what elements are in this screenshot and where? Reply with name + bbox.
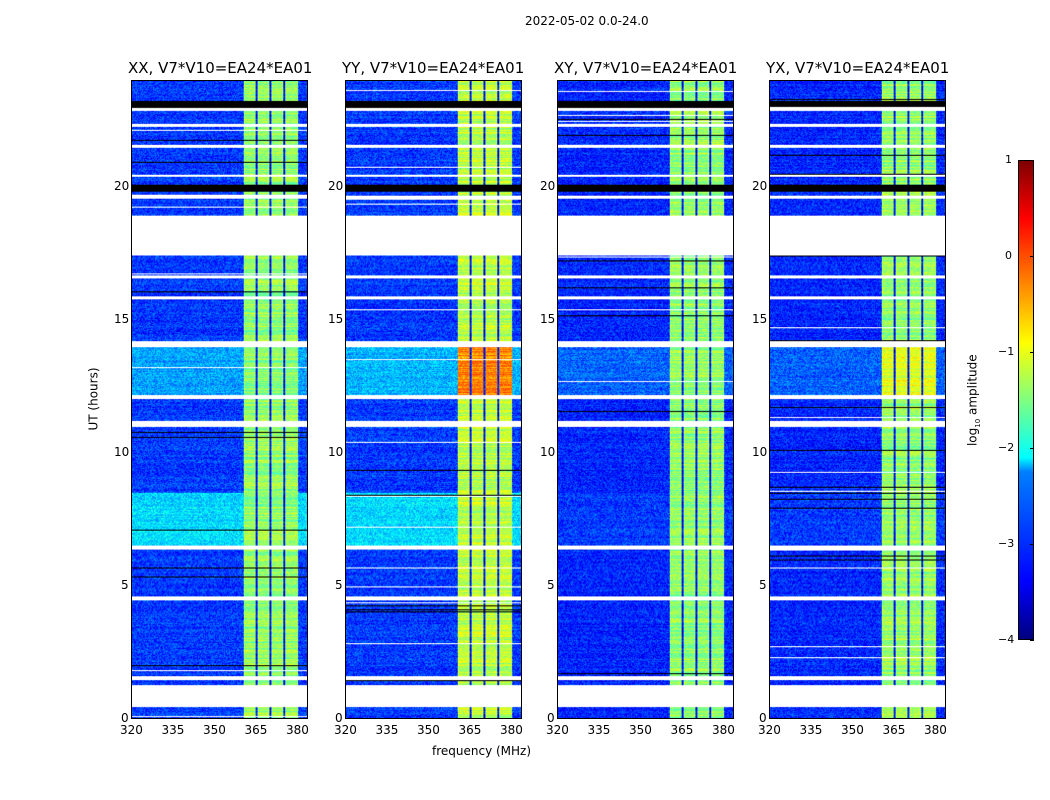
x-tick-label: 335 [587, 723, 611, 737]
colorbar-tick [1030, 448, 1034, 449]
x-tick-label: 365 [882, 723, 906, 737]
x-tick-label: 380 [923, 723, 947, 737]
x-tick-label: 350 [840, 723, 864, 737]
y-tick-label: 15 [114, 311, 130, 326]
x-axis-label: frequency (MHz) [432, 744, 532, 758]
x-tick-label: 335 [161, 723, 185, 737]
x-tick-label: 350 [202, 723, 226, 737]
y-tick-label: 10 [752, 444, 768, 459]
colorbar-tick-label: −4 [998, 633, 1015, 646]
waterfall-panel-yy [345, 80, 522, 719]
y-tick-label: 0 [335, 711, 343, 725]
waterfall-panel-xy [557, 80, 734, 719]
colorbar-tick-label: 0 [1005, 249, 1012, 262]
y-tick-label: 10 [114, 444, 130, 459]
colorbar-tick-label: −3 [998, 537, 1015, 550]
panel-title: XX, V7*V10=EA24*EA01 [128, 59, 313, 77]
y-tick-label: 10 [328, 444, 344, 459]
x-tick-label: 320 [758, 723, 781, 737]
x-tick-label: 380 [285, 723, 309, 737]
y-tick-label: 0 [547, 711, 555, 725]
x-tick-label: 320 [334, 723, 357, 737]
y-tick-label: 20 [328, 178, 344, 193]
heatmap-canvas [770, 81, 945, 718]
colorbar-tick [1030, 544, 1034, 545]
y-tick-label: 0 [121, 711, 129, 725]
heatmap-canvas [132, 81, 307, 718]
y-tick-label: 15 [540, 311, 556, 326]
y-tick-label: 5 [121, 577, 129, 592]
colorbar-tick-label: −2 [998, 441, 1015, 454]
y-tick-label: 0 [759, 711, 767, 725]
x-tick-label: 320 [546, 723, 569, 737]
colorbar-label: log10 amplitude [965, 354, 983, 447]
colorbar-tick [1030, 640, 1034, 641]
colorbar-tick-label: −1 [998, 345, 1015, 358]
y-tick-label: 5 [759, 577, 767, 592]
x-tick-label: 350 [628, 723, 652, 737]
y-tick-label: 15 [752, 311, 768, 326]
colorbar-tick [1030, 352, 1034, 353]
heatmap-canvas [346, 81, 521, 718]
y-tick-label: 5 [335, 577, 343, 592]
colorbar-tick [1030, 160, 1034, 161]
waterfall-panel-yx [769, 80, 946, 719]
panel-title: XY, V7*V10=EA24*EA01 [554, 59, 738, 77]
x-tick-label: 335 [799, 723, 823, 737]
panel-title: YY, V7*V10=EA24*EA01 [342, 59, 525, 77]
figure-title: 2022-05-02 0.0-24.0 [525, 14, 649, 28]
y-tick-label: 20 [540, 178, 556, 193]
panel-title: YX, V7*V10=EA24*EA01 [766, 59, 950, 77]
x-tick-label: 365 [458, 723, 482, 737]
x-tick-label: 365 [244, 723, 268, 737]
y-tick-label: 10 [540, 444, 556, 459]
y-tick-label: 20 [752, 178, 768, 193]
x-tick-label: 335 [375, 723, 399, 737]
y-axis-label: UT (hours) [86, 367, 101, 431]
x-tick-label: 365 [670, 723, 694, 737]
heatmap-canvas [558, 81, 733, 718]
x-tick-label: 380 [711, 723, 735, 737]
colorbar-tick [1030, 256, 1034, 257]
x-tick-label: 320 [120, 723, 143, 737]
waterfall-panel-xx [131, 80, 308, 719]
colorbar [1018, 160, 1034, 640]
y-tick-label: 15 [328, 311, 344, 326]
colorbar-tick-label: 1 [1005, 153, 1012, 166]
y-tick-label: 20 [114, 178, 130, 193]
x-tick-label: 350 [416, 723, 440, 737]
x-tick-label: 380 [499, 723, 523, 737]
y-tick-label: 5 [547, 577, 555, 592]
